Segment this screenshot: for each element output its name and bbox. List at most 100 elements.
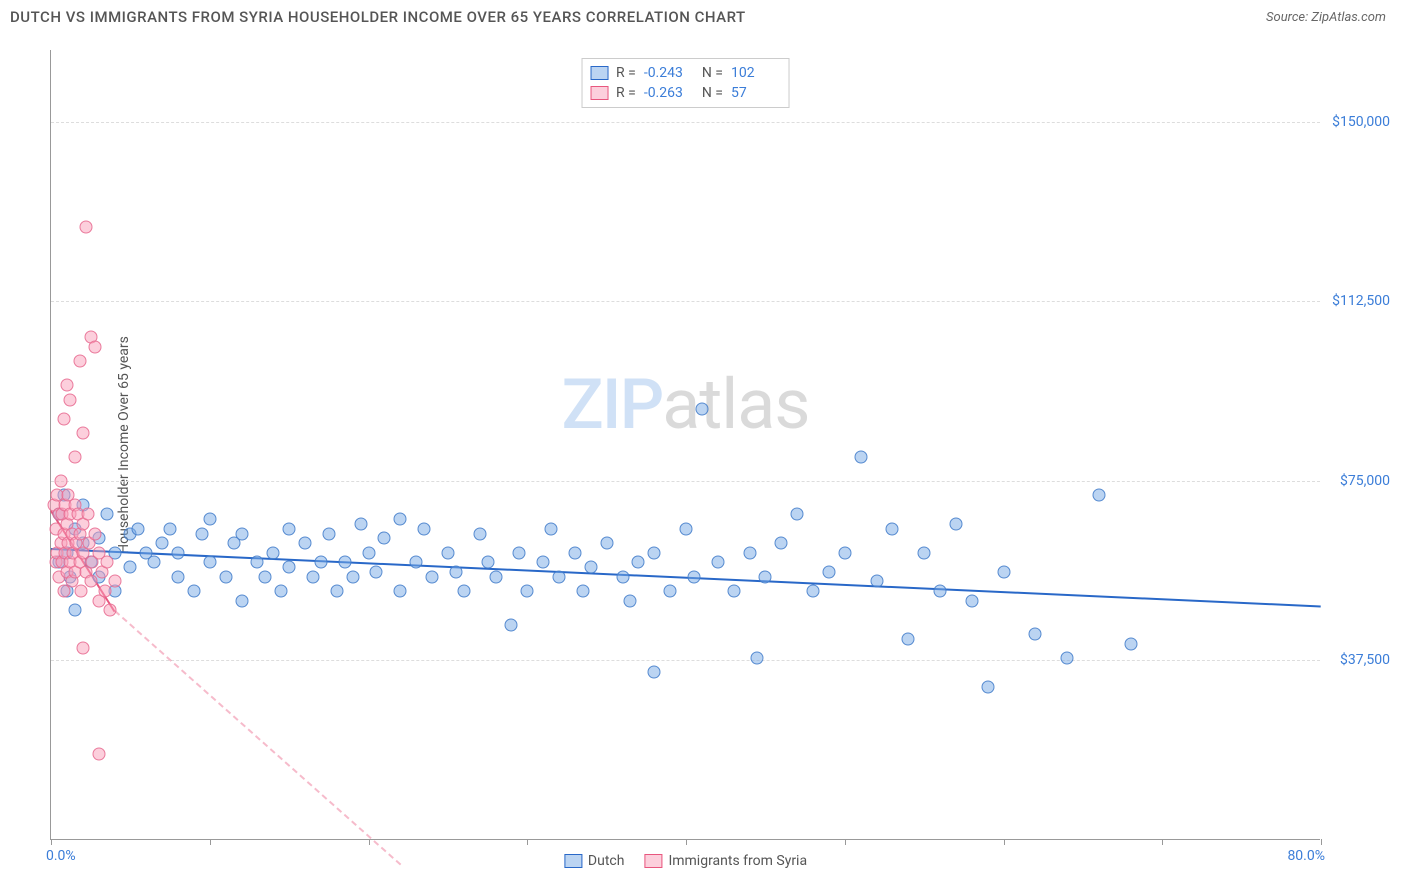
gridline: [51, 301, 1320, 302]
data-point: [680, 522, 693, 535]
x-tick: [51, 839, 52, 845]
data-point: [299, 537, 312, 550]
data-point: [418, 522, 431, 535]
data-point: [338, 556, 351, 569]
data-point: [449, 565, 462, 578]
chart-container: Householder Income Over 65 years ZIPatla…: [50, 50, 1390, 840]
data-point: [54, 474, 67, 487]
chart-header: DUTCH VS IMMIGRANTS FROM SYRIA HOUSEHOLD…: [0, 0, 1406, 30]
n-label: N =: [702, 65, 723, 81]
data-point: [441, 546, 454, 559]
watermark: ZIPatlas: [562, 364, 810, 446]
data-point: [489, 570, 502, 583]
data-point: [259, 570, 272, 583]
y-tick-label: $150,000: [1325, 114, 1390, 130]
r-label: R =: [616, 85, 636, 101]
data-point: [164, 522, 177, 535]
gridline: [51, 481, 1320, 482]
data-point: [886, 522, 899, 535]
data-point: [378, 532, 391, 545]
legend-row-syria: R = -0.263 N = 57: [590, 83, 781, 103]
data-point: [854, 450, 867, 463]
data-point: [695, 403, 708, 416]
watermark-atlas: atlas: [662, 364, 809, 446]
data-point: [108, 575, 121, 588]
data-point: [187, 585, 200, 598]
data-point: [759, 570, 772, 583]
data-point: [457, 585, 470, 598]
x-tick: [1162, 839, 1163, 845]
data-point: [76, 642, 89, 655]
data-point: [89, 527, 102, 540]
data-point: [100, 508, 113, 521]
data-point: [838, 546, 851, 559]
data-point: [513, 546, 526, 559]
data-point: [902, 632, 915, 645]
data-point: [632, 556, 645, 569]
data-point: [235, 527, 248, 540]
legend-item-syria: Immigrants from Syria: [644, 853, 807, 869]
data-point: [81, 508, 94, 521]
data-point: [727, 585, 740, 598]
data-point: [473, 527, 486, 540]
data-point: [600, 537, 613, 550]
data-point: [553, 570, 566, 583]
legend-row-dutch: R = -0.243 N = 102: [590, 63, 781, 83]
data-point: [743, 546, 756, 559]
data-point: [267, 546, 280, 559]
n-value-dutch: 102: [731, 65, 781, 81]
data-point: [68, 604, 81, 617]
data-point: [711, 556, 724, 569]
data-point: [870, 575, 883, 588]
data-point: [965, 594, 978, 607]
watermark-zip: ZIP: [562, 364, 663, 446]
chart-source: Source: ZipAtlas.com: [1266, 10, 1386, 25]
data-point: [156, 537, 169, 550]
data-point: [616, 570, 629, 583]
x-tick: [686, 839, 687, 845]
data-point: [537, 556, 550, 569]
swatch-blue-icon: [564, 854, 582, 868]
legend-label-dutch: Dutch: [588, 853, 625, 869]
gridline: [51, 660, 1320, 661]
plot-area: ZIPatlas R = -0.243 N = 102 R = -0.263 N…: [50, 50, 1320, 840]
series-legend: Dutch Immigrants from Syria: [564, 853, 807, 869]
data-point: [410, 556, 423, 569]
x-tick: [845, 839, 846, 845]
data-point: [687, 570, 700, 583]
data-point: [172, 546, 185, 559]
data-point: [354, 518, 367, 531]
data-point: [426, 570, 439, 583]
data-point: [934, 585, 947, 598]
n-value-syria: 57: [731, 85, 781, 101]
data-point: [1124, 637, 1137, 650]
data-point: [68, 450, 81, 463]
data-point: [394, 585, 407, 598]
data-point: [521, 585, 534, 598]
data-point: [235, 594, 248, 607]
legend-label-syria: Immigrants from Syria: [668, 853, 807, 869]
data-point: [624, 594, 637, 607]
data-point: [57, 412, 70, 425]
data-point: [1092, 489, 1105, 502]
data-point: [124, 561, 137, 574]
legend-item-dutch: Dutch: [564, 853, 625, 869]
data-point: [949, 518, 962, 531]
data-point: [481, 556, 494, 569]
data-point: [981, 680, 994, 693]
data-point: [330, 585, 343, 598]
data-point: [648, 666, 661, 679]
data-point: [92, 747, 105, 760]
data-point: [251, 556, 264, 569]
data-point: [103, 604, 116, 617]
swatch-blue-icon: [590, 66, 608, 80]
data-point: [822, 565, 835, 578]
data-point: [76, 427, 89, 440]
swatch-pink-icon: [644, 854, 662, 868]
data-point: [1029, 628, 1042, 641]
data-point: [370, 565, 383, 578]
data-point: [314, 556, 327, 569]
data-point: [73, 355, 86, 368]
x-axis-end: 80.0%: [1287, 848, 1325, 864]
chart-title: DUTCH VS IMMIGRANTS FROM SYRIA HOUSEHOLD…: [10, 8, 746, 26]
